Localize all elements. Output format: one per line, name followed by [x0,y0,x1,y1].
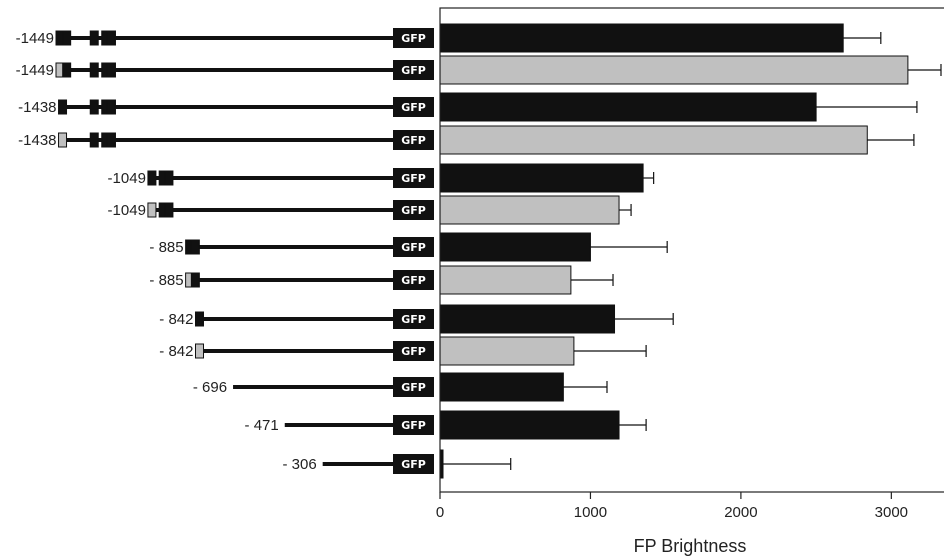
gfp-box [393,309,434,329]
bar [439,163,644,193]
exon-block [106,62,116,78]
gfp-box [393,168,434,188]
x-tick-label: 2000 [724,504,757,521]
construct-label: - 885 [149,239,183,256]
bar [439,23,844,53]
exon-block [147,202,157,218]
construct-label: -1449 [16,30,54,47]
gfp-label: GFP [401,32,426,45]
x-tick-label: 0 [436,504,444,521]
x-axis-title: FP Brightness [634,536,747,556]
gfp-label: GFP [401,381,426,394]
construct-label: - 306 [282,456,316,473]
exon-block [194,311,204,327]
gfp-box [393,28,434,48]
gfp-label: GFP [401,204,426,217]
bar [439,55,909,85]
gfp-label: GFP [401,172,426,185]
axis-layer: FP Brightness 0 1000 2000 3000 [436,7,944,556]
construct-label: -1049 [108,202,146,219]
gfp-label: GFP [401,419,426,432]
exon-block [89,62,99,78]
construct-label: - 885 [149,272,183,289]
construct-label: -1438 [18,132,56,149]
exon-block [190,272,200,288]
gfp-box [393,377,434,397]
exon-block [106,30,116,46]
exon-block [89,132,99,148]
gfp-box [393,60,434,80]
exon-block [106,99,116,115]
construct-diagram-layer: -1449 GFP -1449 GFP -1438 GFP -1438 GFP -1049 GFP… [16,28,434,474]
gfp-box [393,341,434,361]
construct-label: - 696 [193,379,227,396]
exon-block [89,30,99,46]
construct-label: - 471 [245,417,279,434]
bar [439,195,620,225]
exon-block [164,170,174,186]
gfp-label: GFP [401,101,426,114]
exon-block [58,99,68,115]
plot-frame [439,7,944,493]
bar [439,125,868,155]
gfp-box [393,200,434,220]
exon-block [58,132,68,148]
gfp-label: GFP [401,241,426,254]
exon-block [62,30,72,46]
gfp-label: GFP [401,64,426,77]
gfp-label: GFP [401,458,426,471]
exon-block [194,343,204,359]
gfp-box [393,130,434,150]
exon-block [190,239,200,255]
construct-label: - 842 [159,311,193,328]
bar [439,410,620,440]
exon-block [147,170,157,186]
bar [439,92,817,122]
exon-block [164,202,174,218]
gfp-label: GFP [401,313,426,326]
bar [439,232,591,262]
gfp-label: GFP [401,274,426,287]
construct-label: -1438 [18,99,56,116]
construct-label: - 842 [159,343,193,360]
gfp-label: GFP [401,134,426,147]
gfp-box [393,97,434,117]
construct-label: -1449 [16,62,54,79]
gfp-box [393,270,434,290]
gfp-label: GFP [401,345,426,358]
bar [439,372,564,402]
bar-layer [439,23,942,479]
exon-block [89,99,99,115]
exon-block [106,132,116,148]
gfp-box [393,415,434,435]
gfp-box [393,237,434,257]
x-tick-label: 1000 [574,504,607,521]
gfp-box [393,454,434,474]
bar [439,304,616,334]
exon-block [62,62,72,78]
x-tick-label: 3000 [875,504,908,521]
bar [439,265,572,295]
bar [439,336,575,366]
construct-label: -1049 [108,170,146,187]
